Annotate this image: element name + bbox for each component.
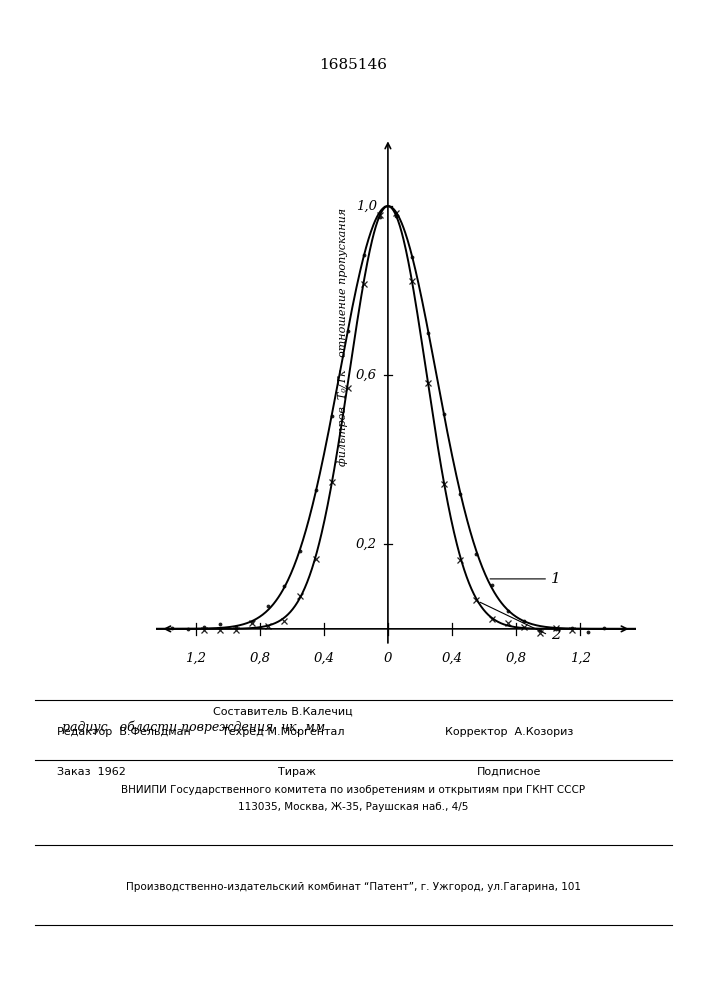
Text: 0: 0	[384, 652, 392, 665]
Text: 0,2: 0,2	[356, 538, 377, 551]
Text: 113035, Москва, Ж-35, Раушская наб., 4/5: 113035, Москва, Ж-35, Раушская наб., 4/5	[238, 802, 469, 812]
Text: 1,2: 1,2	[185, 652, 206, 665]
Text: Производственно-издательский комбинат “Патент”, г. Ужгород, ул.Гагарина, 101: Производственно-издательский комбинат “П…	[126, 882, 581, 892]
Text: 0,6: 0,6	[356, 369, 377, 382]
Text: 2: 2	[551, 628, 561, 642]
Text: 0,8: 0,8	[506, 652, 527, 665]
Text: Техред М.Моргентал: Техред М.Моргентал	[221, 727, 344, 737]
Text: Составитель В.Калечиц: Составитель В.Калечиц	[213, 707, 353, 717]
Text: 0,8: 0,8	[249, 652, 270, 665]
Text: отношение пропускания: отношение пропускания	[338, 208, 348, 357]
Text: 1,2: 1,2	[570, 652, 591, 665]
Text: Корректор  А.Козориз: Корректор А.Козориз	[445, 727, 573, 737]
Text: Заказ  1962: Заказ 1962	[57, 767, 125, 777]
Text: 1,0: 1,0	[356, 200, 377, 213]
Text: ВНИИПИ Государственного комитета по изобретениям и открытиям при ГКНТ СССР: ВНИИПИ Государственного комитета по изоб…	[122, 785, 585, 795]
Text: Подписное: Подписное	[477, 767, 542, 777]
Text: 1685146: 1685146	[320, 58, 387, 72]
Text: 0,4: 0,4	[313, 652, 334, 665]
Text: радиус   области повреждения  чк, мм: радиус области повреждения чк, мм	[62, 720, 326, 734]
Text: 1: 1	[551, 572, 561, 586]
Text: Тираж: Тираж	[278, 767, 316, 777]
Text: 0,4: 0,4	[441, 652, 462, 665]
Text: Редактор  В.Фельдман: Редактор В.Фельдман	[57, 727, 190, 737]
Text: фильтров  T₀/Tк: фильтров T₀/Tк	[338, 369, 349, 466]
